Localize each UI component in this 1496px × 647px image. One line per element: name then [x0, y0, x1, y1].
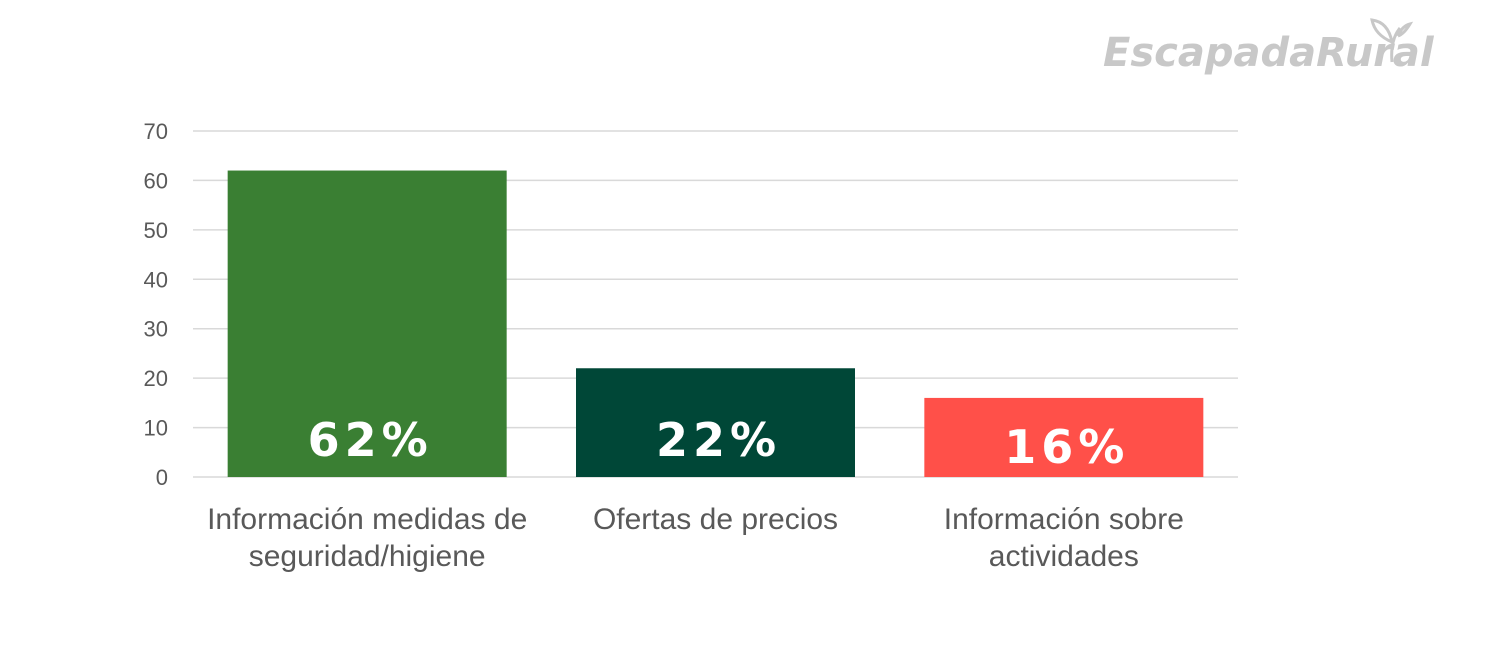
logo: EscapadaRural: [1103, 18, 1435, 76]
bar: [576, 368, 855, 477]
y-tick-label: 60: [144, 168, 168, 193]
bar: [227, 170, 507, 478]
x-tick-label-line: Ofertas de precios: [593, 503, 838, 536]
x-tick-label: Información medidas de seguridad/higiene: [207, 503, 527, 573]
bar: [924, 397, 1204, 477]
leaf-icon: [1370, 18, 1414, 63]
logo-text: EscapadaRural: [1103, 30, 1435, 76]
x-tick-label: Ofertas de precios: [593, 503, 838, 536]
x-tick-label-line: seguridad/higiene: [249, 540, 486, 573]
bars: [227, 170, 1204, 478]
x-axis-labels: Información medidas de seguridad/higiene O…: [207, 503, 1184, 573]
x-tick-label-line: Información medidas de: [207, 503, 527, 536]
x-tick-label: Información sobre actividades: [944, 503, 1184, 573]
y-tick-label: 40: [144, 267, 168, 292]
y-tick-label: 70: [144, 119, 168, 144]
y-tick-label: 30: [144, 317, 168, 342]
data-label: 16%: [1004, 420, 1129, 474]
data-label: 62%: [308, 413, 433, 467]
data-label: 22%: [656, 413, 781, 467]
y-tick-label: 50: [144, 218, 168, 243]
y-tick-label: 0: [156, 465, 168, 490]
y-axis-ticks: 0 10 20 30 40 50 60 70: [144, 119, 168, 490]
y-tick-label: 10: [144, 416, 168, 441]
y-tick-label: 20: [144, 366, 168, 391]
x-tick-label-line: Información sobre: [944, 503, 1184, 536]
data-labels: 62% 22% 16%: [308, 413, 1129, 474]
x-tick-label-line: actividades: [989, 540, 1139, 573]
